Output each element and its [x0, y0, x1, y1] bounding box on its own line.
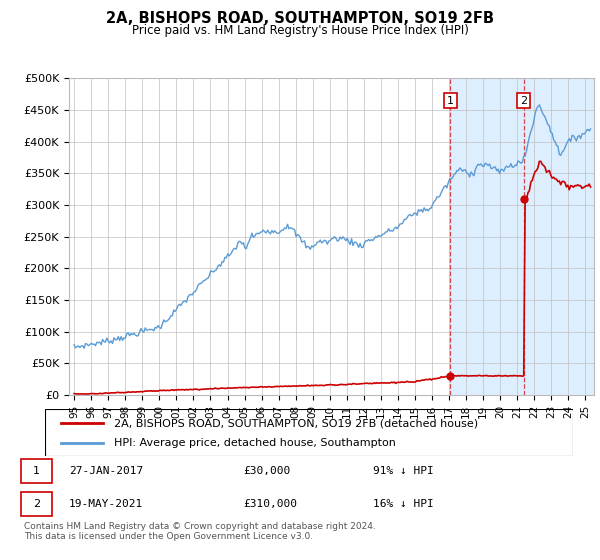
Text: 2A, BISHOPS ROAD, SOUTHAMPTON, SO19 2FB: 2A, BISHOPS ROAD, SOUTHAMPTON, SO19 2FB: [106, 11, 494, 26]
FancyBboxPatch shape: [21, 492, 52, 516]
FancyBboxPatch shape: [21, 459, 52, 483]
Bar: [451, 78, 600, 395]
Text: 16% ↓ HPI: 16% ↓ HPI: [373, 499, 434, 509]
Text: £310,000: £310,000: [244, 499, 298, 509]
Text: 19-MAY-2021: 19-MAY-2021: [69, 499, 143, 509]
Text: 2: 2: [520, 96, 527, 105]
Text: £30,000: £30,000: [244, 466, 291, 476]
Text: 2A, BISHOPS ROAD, SOUTHAMPTON, SO19 2FB (detached house): 2A, BISHOPS ROAD, SOUTHAMPTON, SO19 2FB …: [113, 418, 478, 428]
Text: 91% ↓ HPI: 91% ↓ HPI: [373, 466, 434, 476]
Text: 1: 1: [33, 466, 40, 476]
Text: 1: 1: [447, 96, 454, 105]
Text: 2: 2: [33, 499, 40, 509]
Text: Price paid vs. HM Land Registry's House Price Index (HPI): Price paid vs. HM Land Registry's House …: [131, 24, 469, 36]
Text: Contains HM Land Registry data © Crown copyright and database right 2024.
This d: Contains HM Land Registry data © Crown c…: [24, 522, 376, 542]
Text: HPI: Average price, detached house, Southampton: HPI: Average price, detached house, Sout…: [113, 438, 395, 448]
Text: 27-JAN-2017: 27-JAN-2017: [69, 466, 143, 476]
